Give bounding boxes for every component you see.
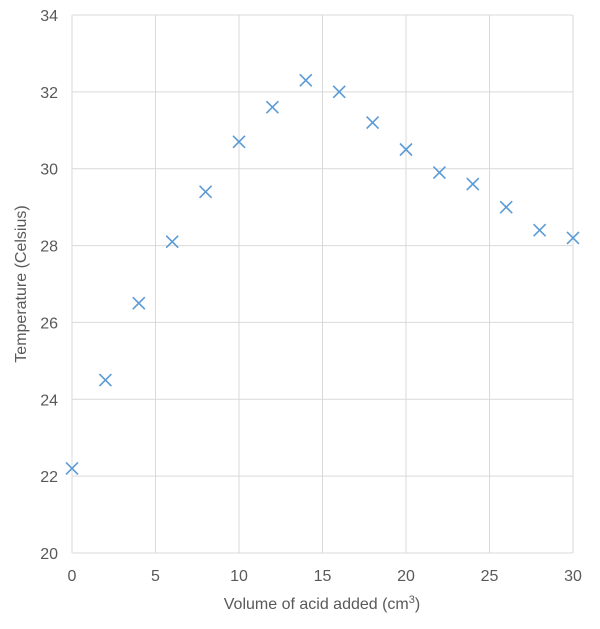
y-axis-ticks: 20 22 24 26 28 30 32 34 [40,8,58,563]
data-point [366,116,380,130]
data-point [332,85,346,99]
data-point [432,165,446,180]
x-axis-ticks: 0 5 10 15 20 25 30 [68,568,582,585]
data-point [265,100,279,114]
x-tick-label: 20 [397,568,415,585]
y-tick-label: 22 [40,469,58,486]
data-points [65,73,580,476]
data-point [165,235,179,249]
x-tick-label: 25 [481,568,499,585]
data-point [566,231,580,245]
y-tick-label: 34 [40,8,58,25]
x-tick-label: 0 [68,568,77,585]
x-tick-label: 15 [314,568,332,585]
y-axis-label: Temperature (Celsius) [13,205,30,362]
y-tick-label: 28 [40,239,58,256]
gridlines [71,14,574,554]
data-point [98,373,112,387]
data-point [232,135,246,149]
data-point [399,142,413,157]
y-tick-label: 30 [40,162,58,179]
data-point [199,185,213,199]
x-axis-label-superscript: 3 [409,594,415,606]
data-point [466,177,480,191]
data-point [299,73,313,87]
x-axis-label-close: ) [415,596,420,613]
data-point [132,296,146,310]
y-tick-label: 26 [40,315,58,332]
data-point [499,200,513,214]
y-tick-label: 24 [40,392,58,409]
x-tick-label: 30 [564,568,582,585]
x-axis-label-base: Volume of acid added (cm [224,596,409,613]
y-tick-label: 32 [40,85,58,102]
x-tick-label: 10 [230,568,248,585]
x-tick-label: 5 [151,568,160,585]
data-point [533,223,547,237]
data-point [65,461,79,476]
x-axis-label: Volume of acid added (cm3) [224,594,420,613]
y-tick-label: 20 [40,546,58,563]
